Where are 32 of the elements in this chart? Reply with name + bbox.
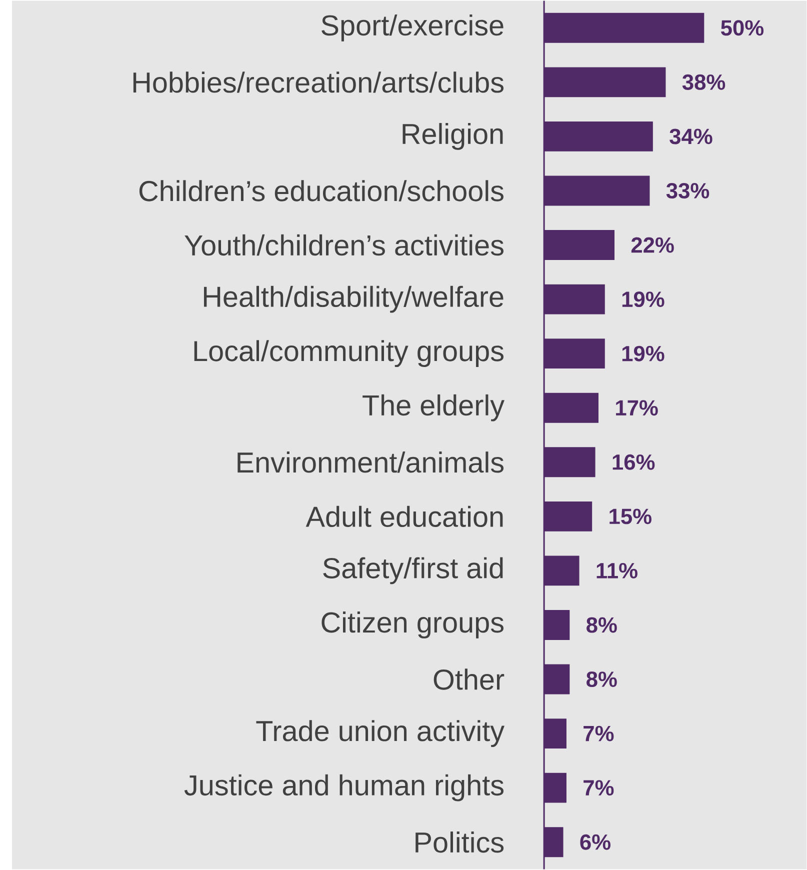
y-tick-label: Politics [416, 832, 504, 853]
y-tick-label: Trade union activity [256, 720, 505, 747]
data-label: 8% [586, 672, 618, 688]
data-label: 16% [613, 454, 655, 470]
data-label: 19% [622, 346, 664, 362]
y-tick-label: Local/community groups [194, 340, 504, 368]
data-label: 11% [597, 563, 638, 578]
y-tick-label: Hobbies/recreation/arts/clubs [134, 72, 504, 93]
y-tick-label: Other [434, 668, 504, 690]
data-label: 19% [622, 292, 664, 308]
data-label: 6% [580, 834, 611, 850]
y-tick-label: Children’s education/schools [140, 180, 504, 202]
data-label: 15% [610, 508, 652, 524]
data-label: 7% [584, 726, 614, 742]
y-tick-label: Sport/exercise [322, 14, 504, 42]
y-tick-label: Religion [402, 123, 503, 150]
data-label: 17% [616, 400, 658, 416]
data-label: 7% [584, 780, 614, 796]
y-tick-label: The elderly [362, 394, 505, 422]
data-label: 50% [721, 20, 764, 36]
data-label: 34% [670, 128, 712, 144]
y-tick-label: Adult education [306, 506, 503, 528]
y-tick-label: Health/disability/welfare [204, 286, 504, 313]
y-tick-label: Youth/children’s activities [184, 234, 504, 256]
y-tick-label: Citizen groups [322, 612, 504, 638]
data-label: 38% [682, 74, 726, 90]
y-tick-label: Safety/first aid [323, 557, 503, 584]
data-label: 33% [666, 182, 710, 199]
y-tick-label: Justice and human rights [184, 774, 504, 802]
data-label: 22% [632, 237, 674, 253]
data-label: 8% [586, 617, 618, 633]
y-tick-label: Environment/animals [238, 452, 504, 473]
